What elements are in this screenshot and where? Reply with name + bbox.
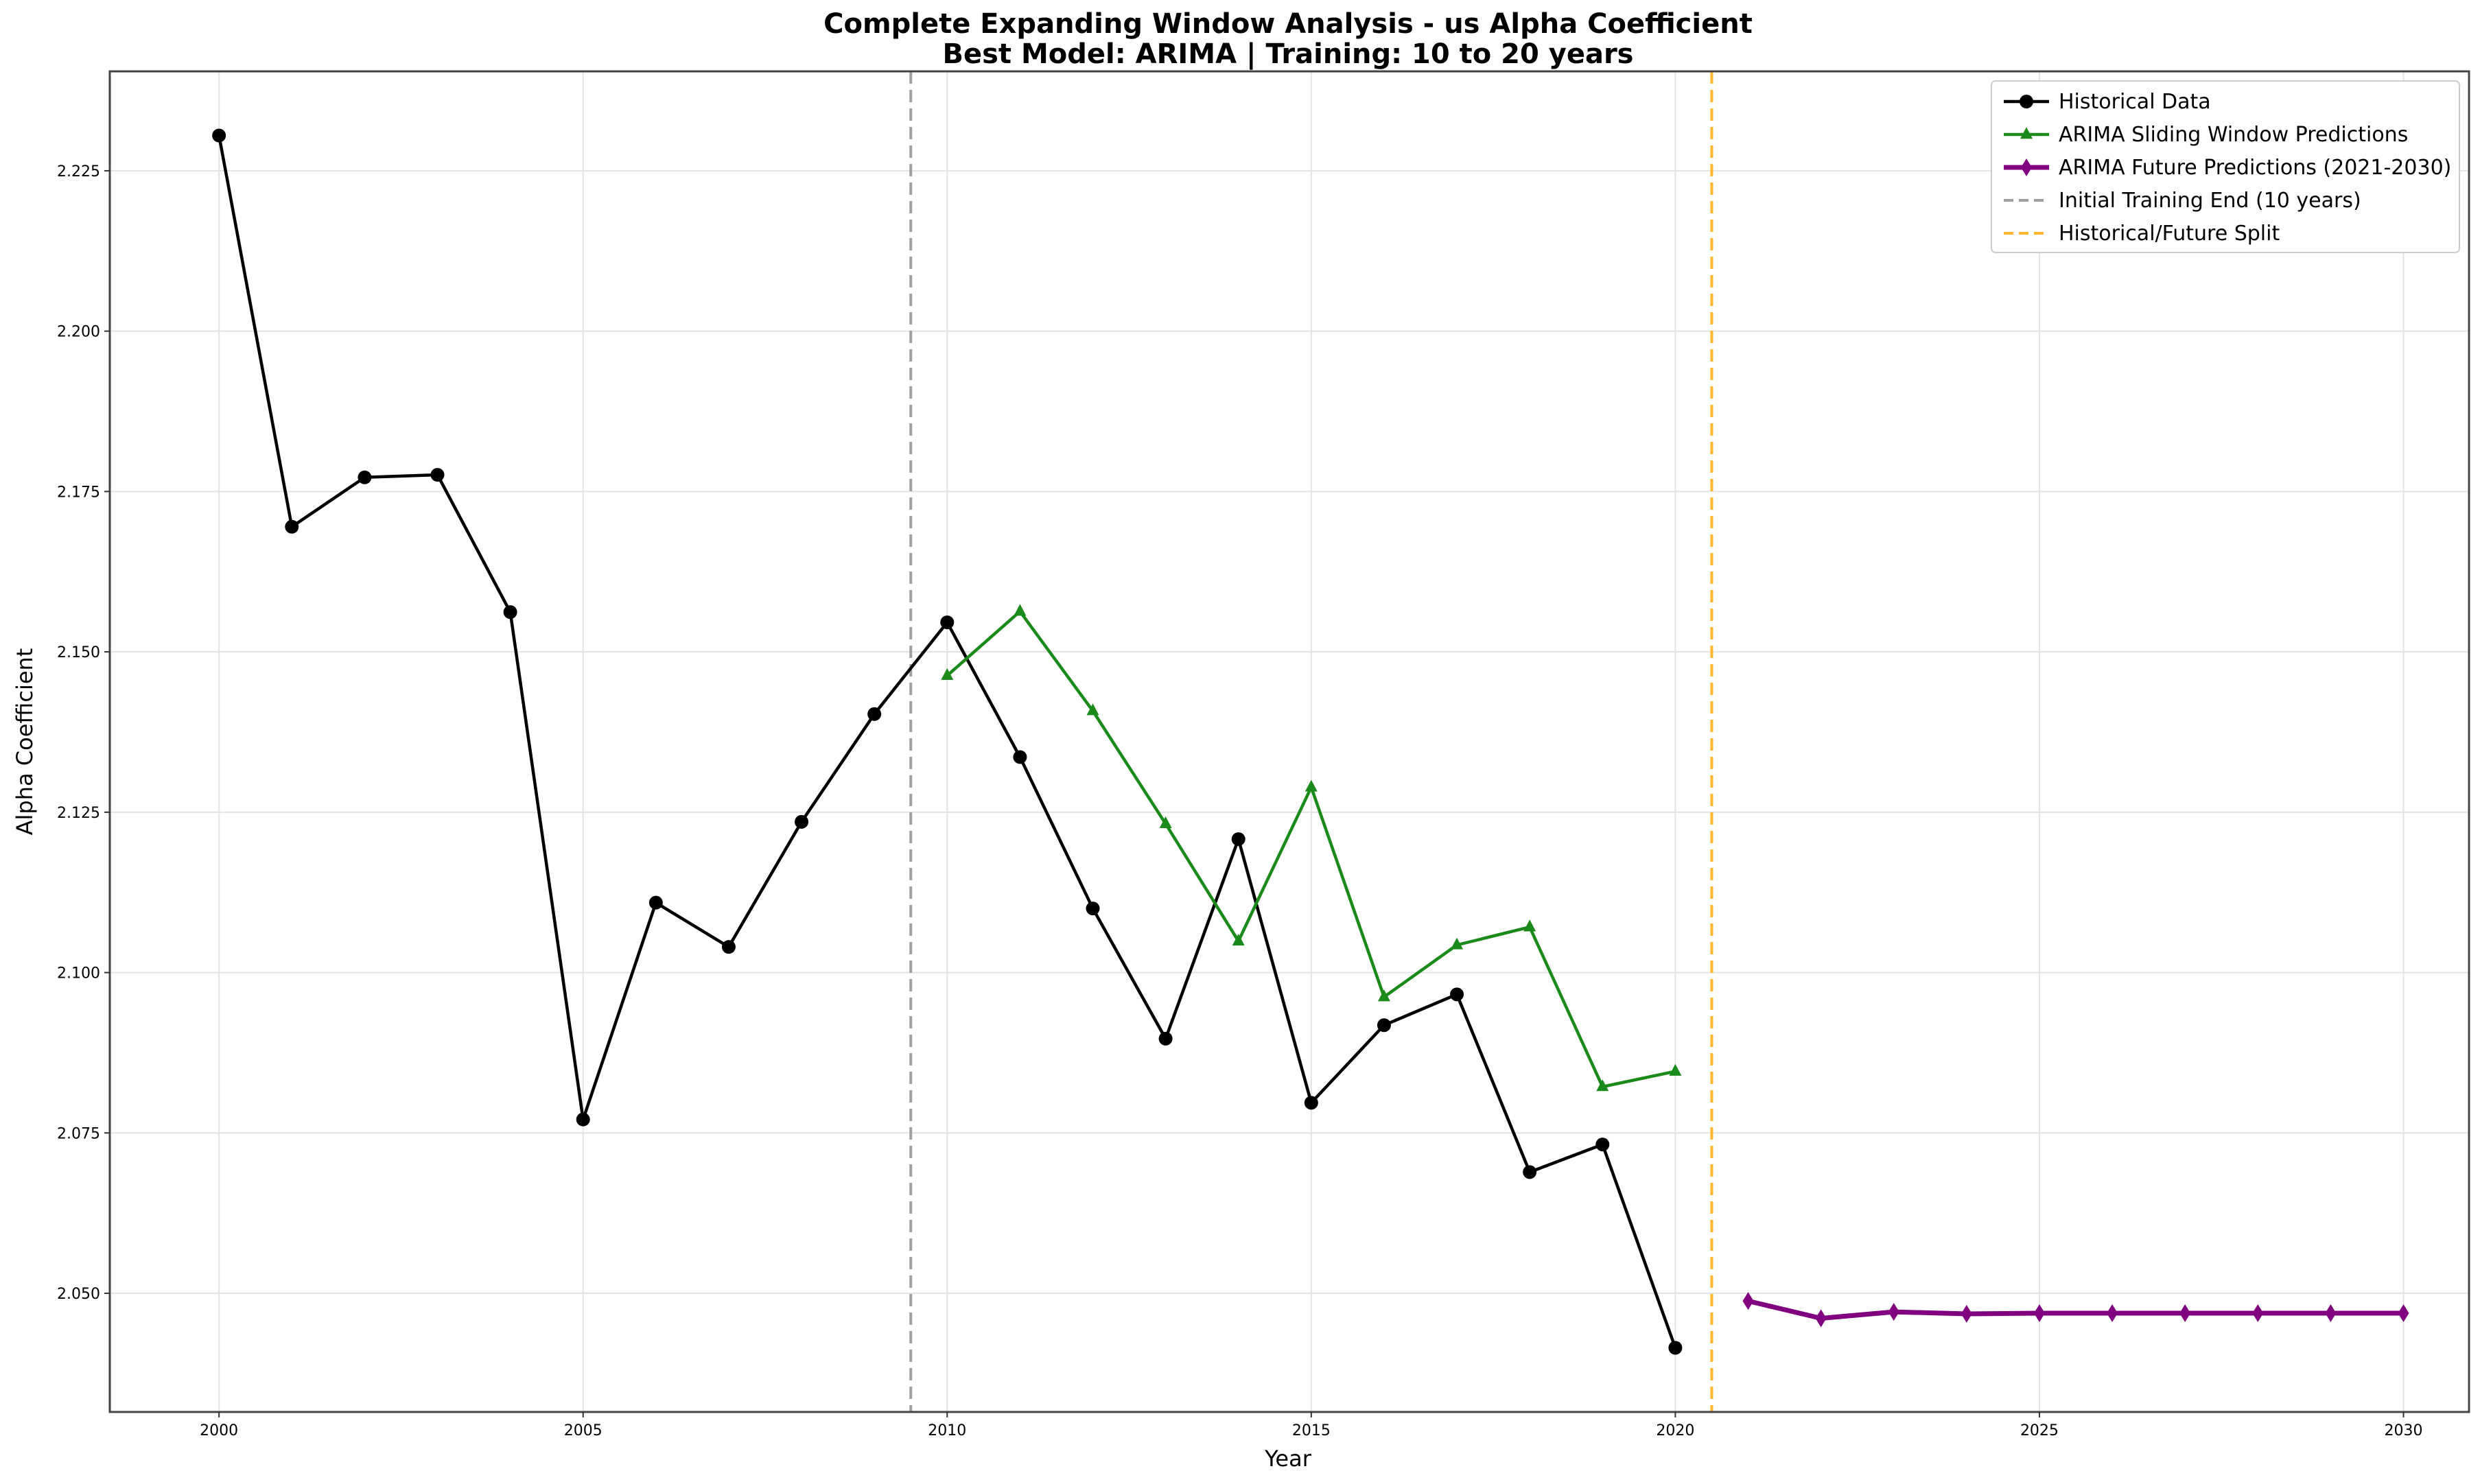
plot-frame	[108, 70, 2470, 1413]
data-point	[1304, 1096, 1318, 1110]
y-tick-label: 2.150	[57, 644, 100, 661]
y-axis-ticks: 2.050 2.075 2.100 2.125 2.150 2.175 2.200 2.225	[57, 163, 110, 1303]
data-point	[358, 470, 372, 484]
data-point	[1450, 987, 1464, 1002]
data-point	[940, 615, 955, 630]
data-point	[795, 814, 809, 829]
data-point	[1377, 1018, 1391, 1033]
data-point	[2033, 1304, 2045, 1323]
data-point	[212, 128, 226, 143]
x-tick-label: 2000	[200, 1422, 238, 1439]
legend-entry: Historical Data	[2004, 90, 2211, 114]
data-point	[1159, 816, 1172, 828]
data-point	[430, 468, 445, 482]
y-tick-label: 2.200	[57, 324, 100, 341]
legend-entry: Initial Training End (10 years)	[2004, 189, 2361, 213]
legend-swatch-marker	[2021, 158, 2032, 176]
x-axis-ticks: 2000 2005 2010 2015 2020 2025 2030	[200, 1412, 2423, 1439]
legend-swatch-marker	[2020, 95, 2033, 108]
data-point	[2252, 1304, 2264, 1323]
y-axis-label: Alpha Coefficient	[12, 648, 38, 836]
data-point	[1523, 1165, 1537, 1179]
series-0	[212, 128, 1683, 1355]
data-point	[1158, 1031, 1173, 1046]
data-point	[2179, 1304, 2191, 1323]
legend-label: Historical/Future Split	[2059, 222, 2280, 246]
series-2	[1742, 1292, 2409, 1328]
y-tick-label: 2.225	[57, 163, 100, 180]
x-tick-label: 2030	[2385, 1422, 2423, 1439]
data-point	[867, 707, 882, 721]
y-tick-label: 2.100	[57, 965, 100, 982]
grid	[110, 71, 2469, 1412]
x-tick-label: 2025	[2020, 1422, 2059, 1439]
series-line	[1747, 1298, 2404, 1321]
legend-entry: Historical/Future Split	[2004, 222, 2280, 246]
y-tick-label: 2.125	[57, 805, 100, 822]
data-point	[1231, 832, 1245, 847]
legend: Historical Data ARIMA Sliding Window Pred…	[1991, 80, 2460, 253]
data-point	[941, 668, 954, 681]
data-point	[1013, 750, 1027, 764]
legend-label: ARIMA Future Predictions (2021-2030)	[2059, 156, 2451, 180]
x-tick-label: 2005	[564, 1422, 603, 1439]
series-1	[941, 604, 1682, 1092]
data-point	[2398, 1304, 2409, 1323]
data-point	[1595, 1138, 1610, 1152]
data-point	[2325, 1304, 2337, 1323]
reference-lines	[909, 71, 1713, 1412]
legend-label: Historical Data	[2059, 90, 2211, 114]
series-layer	[212, 128, 2409, 1355]
data-point	[1742, 1292, 1754, 1310]
data-point	[1888, 1303, 1899, 1321]
chart-subtitle: Best Model: ARIMA | Training: 10 to 20 y…	[943, 38, 1634, 71]
data-point	[1596, 1079, 1609, 1092]
data-point	[1086, 902, 1100, 916]
data-point	[1014, 604, 1027, 616]
legend-entry: ARIMA Future Predictions (2021-2030)	[2004, 156, 2451, 180]
legend-entry: ARIMA Sliding Window Predictions	[2004, 123, 2408, 147]
data-point	[1232, 933, 1245, 946]
data-point	[1815, 1309, 1827, 1328]
data-point	[1377, 989, 1390, 1002]
data-point	[285, 519, 299, 534]
y-tick-label: 2.175	[57, 484, 100, 501]
x-tick-label: 2015	[1292, 1422, 1331, 1439]
data-point	[1669, 1063, 1682, 1076]
data-point	[721, 940, 736, 954]
y-tick-label: 2.075	[57, 1125, 100, 1142]
data-point	[1668, 1341, 1683, 1355]
legend-items: Historical Data ARIMA Sliding Window Pred…	[2004, 90, 2451, 246]
data-point	[648, 895, 663, 910]
legend-label: ARIMA Sliding Window Predictions	[2059, 123, 2408, 147]
data-point	[1961, 1304, 1972, 1323]
data-point	[1086, 703, 1099, 716]
x-tick-label: 2010	[928, 1422, 966, 1439]
data-point	[503, 605, 517, 620]
y-tick-label: 2.050	[57, 1286, 100, 1303]
legend-swatch-marker	[2020, 127, 2033, 139]
data-point	[2107, 1304, 2118, 1323]
data-point	[576, 1112, 590, 1127]
chart-title: Complete Expanding Window Analysis - us …	[823, 8, 1753, 40]
x-axis-label: Year	[1264, 1446, 1312, 1472]
legend-box	[1991, 80, 2460, 253]
data-point	[1523, 919, 1536, 932]
x-tick-label: 2020	[1656, 1422, 1694, 1439]
legend-label: Initial Training End (10 years)	[2059, 189, 2361, 213]
data-point	[1451, 937, 1464, 950]
data-point	[1305, 779, 1318, 792]
